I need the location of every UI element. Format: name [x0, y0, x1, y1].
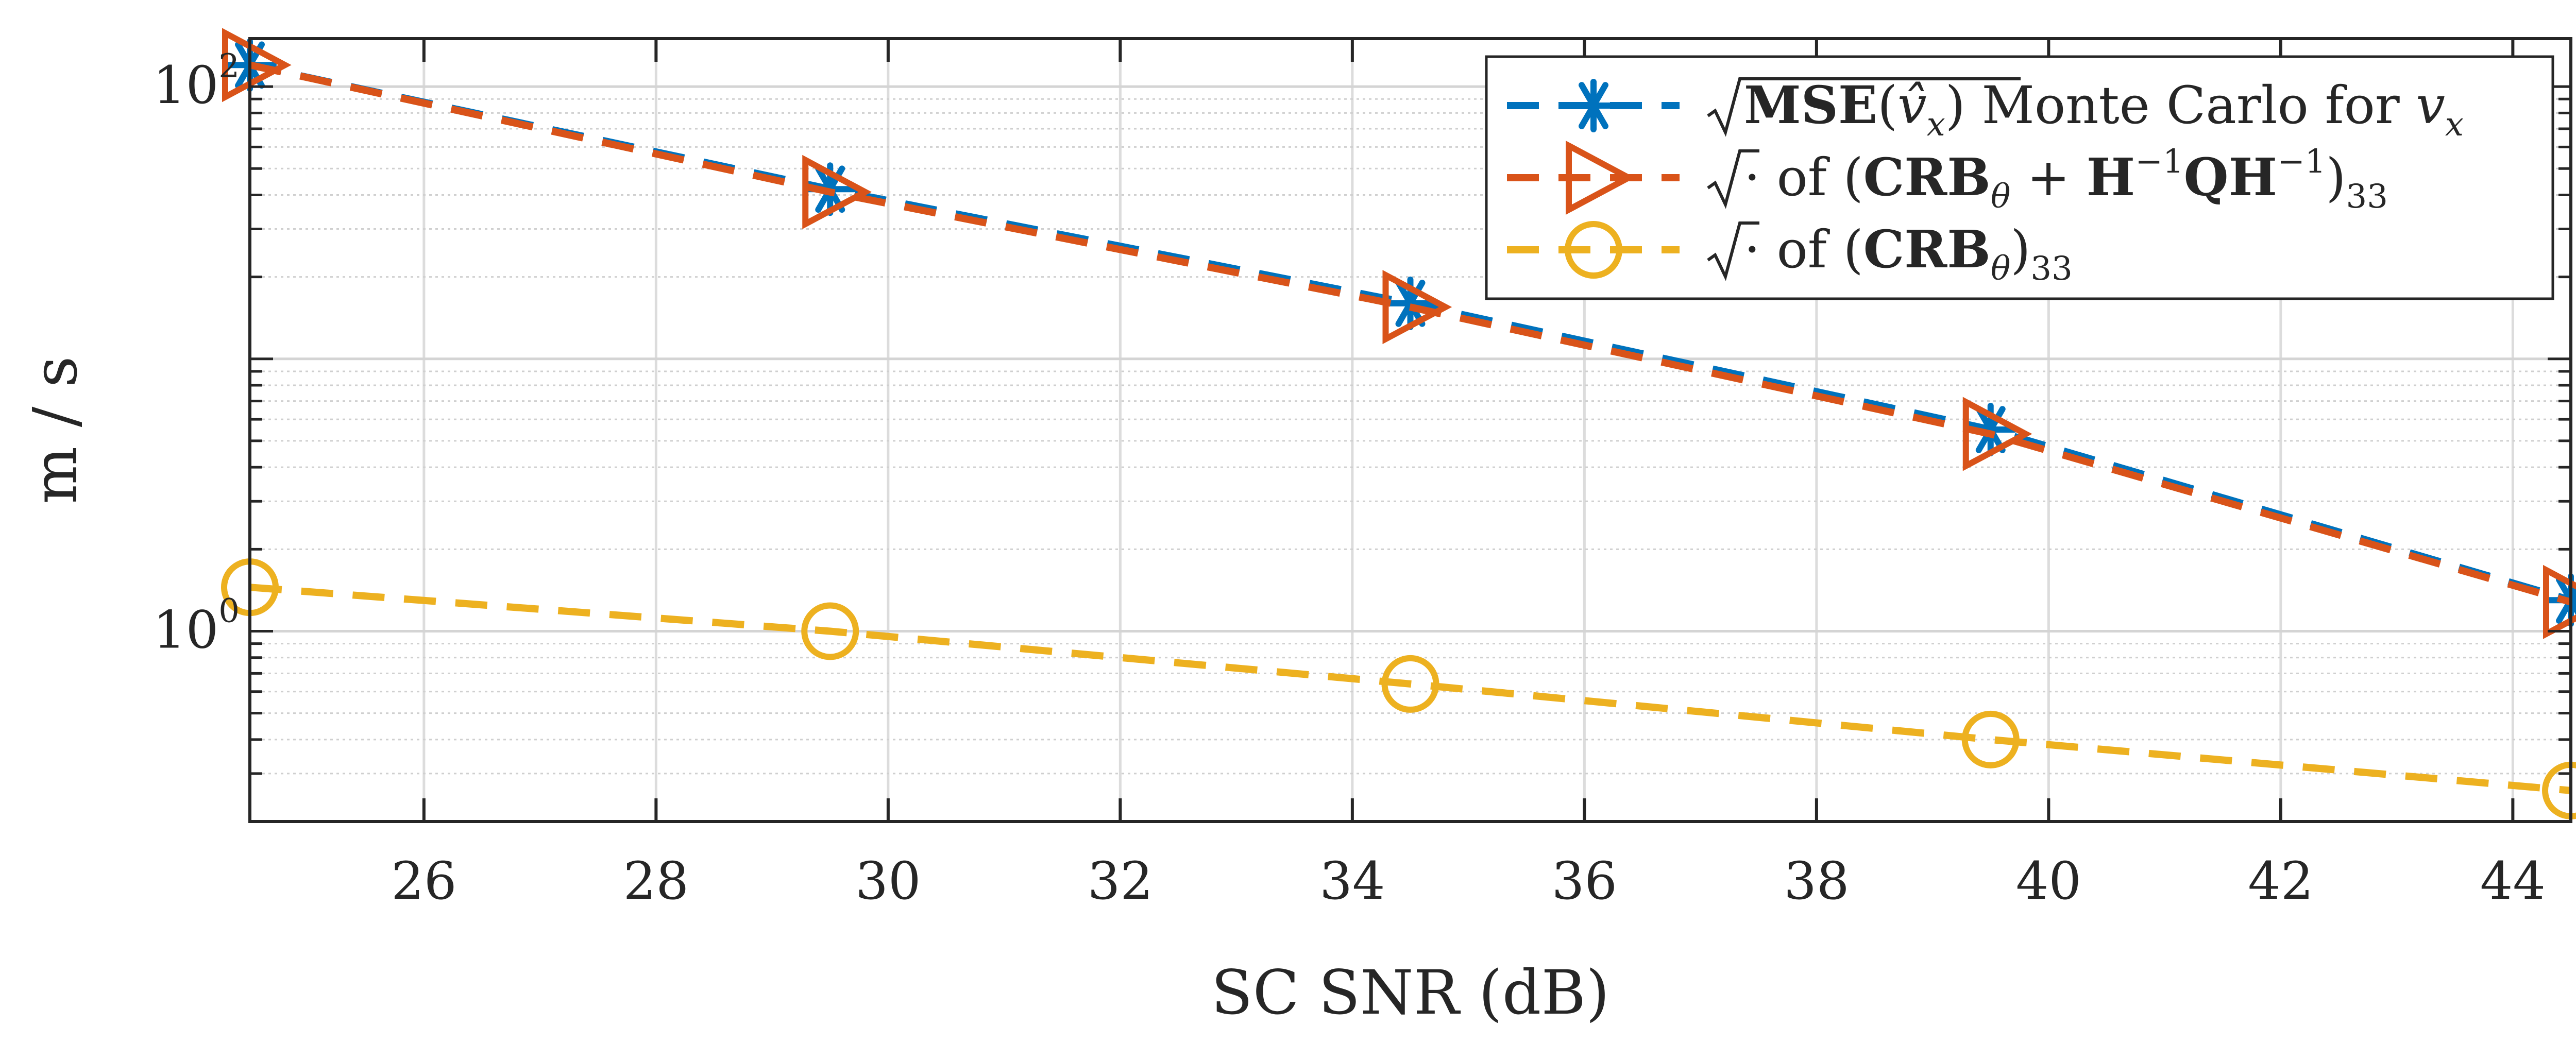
y-tick-label: 102	[153, 47, 240, 115]
legend-label-mse: MSE(v̂x) Monte Carlo for vx	[1744, 75, 2464, 144]
series-crb	[221, 558, 2576, 819]
legend-part-sup1: −1	[2135, 143, 2183, 181]
legend-part-sub1: θ	[1991, 178, 2011, 216]
legend-part-var2: v	[2416, 75, 2445, 135]
plot-frame	[248, 37, 2572, 823]
legend-entries: MSE(v̂x) Monte Carlo for vx· of (CRBθ + …	[1507, 75, 2464, 288]
x-tick-label: 40	[2016, 851, 2081, 911]
legend-entry-crbq: · of (CRBθ + H−1QH−1)33	[1507, 140, 2388, 216]
y-tick-label: 100	[153, 592, 240, 660]
legend-part-var: v̂	[1897, 75, 1927, 135]
legend-entry-mse: MSE(v̂x) Monte Carlo for vx	[1507, 75, 2464, 144]
y-tick-label-exponent: 0	[218, 592, 240, 630]
x-axis-label: SC SNR (dB)	[1211, 957, 1609, 1028]
data-point-crbq-2	[1382, 270, 1452, 345]
legend-part-b2: H	[2087, 147, 2135, 208]
x-tick-label: 26	[391, 851, 456, 911]
legend-part-sub2: 33	[2346, 178, 2388, 216]
series-line-crbq	[249, 61, 2572, 606]
legend-part-sub2: x	[2445, 106, 2464, 144]
data-point-crb-1	[801, 602, 859, 660]
sqrt-symbol	[1707, 77, 2021, 137]
data-point-crbq-1	[802, 155, 872, 229]
legend: MSE(v̂x) Monte Carlo for vx· of (CRBθ + …	[1485, 55, 2554, 300]
x-tick-label: 32	[1088, 851, 1153, 911]
legend-part-post: )	[2326, 147, 2346, 208]
legend-label-crb: · of (CRBθ)33	[1744, 219, 2073, 288]
sqrt-symbol	[1707, 221, 1759, 281]
data-point-crbq-0	[222, 28, 292, 102]
x-tick-label: 28	[623, 851, 689, 911]
x-tick-label: 38	[1784, 851, 1849, 911]
y-tick-label-base: 10	[153, 600, 218, 660]
x-tick-label: 34	[1319, 851, 1385, 911]
legend-part-sub2: 33	[2030, 250, 2072, 288]
legend-part-post: )	[2010, 219, 2030, 280]
sqrt-symbol	[1707, 149, 1759, 209]
data-point-crbq-3	[1962, 397, 2032, 471]
data-point-crb-2	[1381, 655, 1439, 713]
legend-part-pre: · of (	[1744, 219, 1863, 280]
legend-part-sub1: θ	[1991, 250, 2011, 288]
x-tick-label: 30	[855, 851, 921, 911]
legend-part-sup2: −1	[2277, 143, 2326, 181]
legend-part-post: ) Monte Carlo for	[1945, 75, 2416, 135]
series-line-crb	[249, 584, 2571, 794]
legend-part-pre: · of (	[1744, 147, 1863, 208]
legend-part-mid: +	[2010, 147, 2086, 208]
series-crbq	[222, 28, 2576, 639]
legend-part-pre: (	[1877, 75, 1897, 135]
legend-marker-crb	[1565, 221, 1622, 279]
x-tick-label: 42	[2248, 851, 2313, 911]
legend-part-sub: x	[1927, 106, 1945, 144]
legend-marker-mse	[1567, 79, 1620, 132]
legend-label-crbq: · of (CRBθ + H−1QH−1)33	[1744, 143, 2388, 216]
data-point-crbq-4	[2543, 565, 2576, 639]
legend-part-b1: CRB	[1863, 219, 1991, 280]
legend-entry-crb: · of (CRBθ)33	[1507, 219, 2073, 288]
data-point-crb-3	[1961, 710, 2020, 768]
x-tick-label: 36	[1552, 851, 1617, 911]
y-tick-label-base: 10	[153, 55, 218, 115]
y-tick-label-exponent: 2	[218, 47, 240, 86]
legend-part-b3: QH	[2184, 147, 2278, 208]
x-tick-label: 44	[2480, 851, 2546, 911]
legend-marker-crbq	[1566, 140, 1635, 215]
legend-part-bold: MSE	[1744, 75, 1877, 135]
legend-part-b1: CRB	[1863, 147, 1991, 208]
y-axis-label: m / s	[20, 356, 91, 504]
